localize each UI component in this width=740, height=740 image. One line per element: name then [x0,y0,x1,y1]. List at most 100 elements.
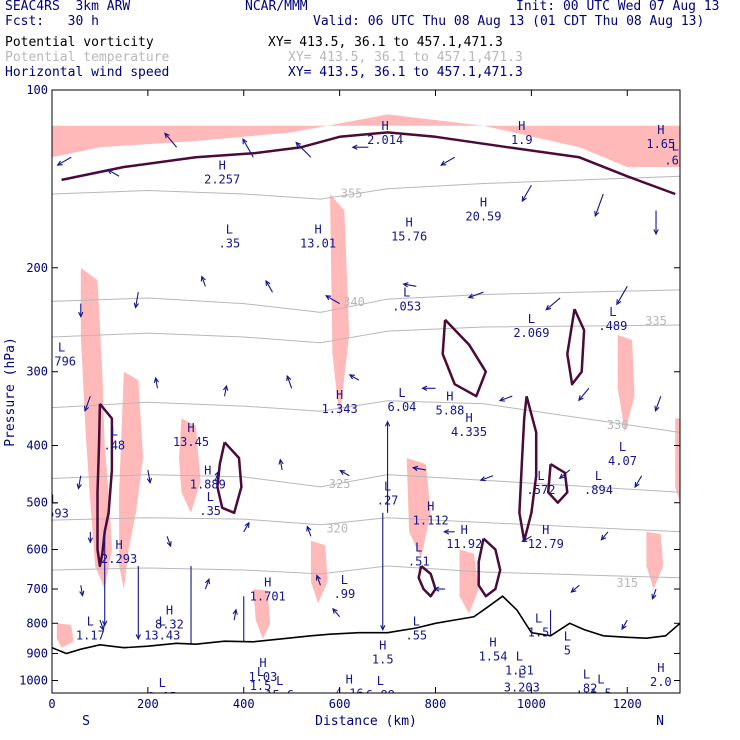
wind-vector [558,469,571,480]
theta-label: 325 [329,477,351,491]
wind-vector [286,374,293,389]
wind-vector [521,185,532,203]
pv-extremum: L1.5 [528,612,550,640]
theta-label: 335 [645,314,667,328]
wind-vector [164,132,178,148]
pv-extremum-marker: L [159,615,166,629]
pv-extremum-marker: H [166,604,173,618]
y-tick-label: 900 [26,646,48,660]
wind-vector [241,596,247,650]
pv-extremum-value: 8.32 [155,618,184,632]
pv-contour [417,565,437,598]
pv-extremum: H12.79 [528,523,564,551]
wind-vector [153,376,160,389]
shaded-wind-region [119,371,144,589]
wind-vector [545,297,561,311]
wind-vector-head [634,481,640,489]
pv-extremum-value: 1.701 [250,589,286,603]
y-tick-label: 400 [26,439,48,453]
pv-extremum-value: .63 [664,153,686,167]
x-tick-label: 1200 [613,697,642,711]
y-tick-label: 100 [26,83,48,97]
pv-extremum-marker: L [111,424,118,438]
pv-extremum-value: 2.15 [148,690,177,704]
pv-contour [518,395,538,543]
pv-extremum-marker: H [489,635,496,649]
pv-extremum-value: .894 [584,483,613,497]
wind-vector-head [78,311,84,318]
wind-vector-head [204,578,211,585]
wind-vector-head [402,282,409,288]
pv-extremum: L2.15 [148,676,177,704]
pv-extremum: L6.04 [388,386,417,414]
wind-vector [102,531,108,627]
pv-extremum: H15.76 [391,216,427,244]
pv-extremum-marker: H [657,661,664,675]
pv-extremum-marker: L [403,286,410,300]
wind-vector [325,295,340,305]
wind-vector-head [651,593,657,600]
pv-contour [566,308,586,386]
wind-vector [421,385,436,391]
pv-extremum-marker: L [226,223,233,237]
wind-vector-head [102,620,108,627]
pv-extremum-marker: L [518,666,525,680]
x-axis-title: Distance (km) [315,714,417,729]
wind-vector-shaft [57,156,72,166]
pv-extremum-value: .572 [527,483,556,497]
pv-extremum-value: .796 [47,355,76,369]
wind-vector-shaft [545,297,561,311]
wind-vector [479,475,494,482]
pv-extremum: L.796 [47,341,76,369]
wind-vector-shaft [616,286,628,305]
theta-label: 315 [616,576,638,590]
pv-extremum-marker: L [257,665,264,679]
pv-extremum-value: 4.16 [335,687,364,701]
pv-extremum-value: 2.014 [367,133,403,147]
pv-extremum: H8.32 [155,604,184,632]
pv-extremum: H1.65 [646,123,675,151]
wind-vector-head [79,590,85,597]
pv-extremum-marker: H [465,411,472,425]
south-end-label: S [82,714,90,729]
wind-vector-shaft [332,608,341,618]
x-tick-label: 800 [425,697,447,711]
pv-extremum: H1.343 [322,388,358,416]
shaded-wind-region [459,549,479,614]
wind-vector-head [244,521,250,528]
wind-vector [578,387,590,402]
pv-extremum-value: 2.069 [513,326,549,340]
wind-vector-head [166,541,172,548]
pv-extremum-marker: H [346,673,353,687]
wind-vector-shaft [440,156,455,166]
pv-extremum: L1.5 [250,665,272,693]
wind-vector-shaft [621,619,628,630]
wind-vector [594,193,604,218]
theta-isentrope [52,517,680,533]
pv-extremum-value: 1.9 [511,133,533,147]
field-name-pv: Potential vorticity [5,35,154,50]
wind-vector-shaft [107,169,120,177]
wind-vector [339,469,350,477]
pv-extremum: L.35 [219,223,241,251]
pv-extremum-value: .82 [576,682,598,696]
wind-vector [440,156,455,166]
wind-vector-head [146,477,153,484]
wind-vector-shaft [480,475,494,481]
pv-extremum: L13.43 [144,615,180,643]
pv-extremum-value: 5 [564,644,571,658]
pv-extremum: H13.01 [300,223,336,251]
theta-label: 330 [607,418,629,432]
wind-vector [133,292,139,309]
pv-extremum-marker: H [336,388,343,402]
pv-extremum-marker: H [204,463,211,477]
pv-extremum-marker: L [672,139,679,153]
pv-extremum: L1.5 [590,673,612,693]
pv-extremum-value: .27 [377,494,399,508]
wind-vector [83,395,91,413]
wind-vector-head [384,420,391,427]
pv-extremum-value: 1.112 [413,514,449,528]
wind-vector-head [479,476,486,482]
pv-extremum-value: .51 [408,555,430,569]
pv-extremum-marker: L [595,469,602,483]
